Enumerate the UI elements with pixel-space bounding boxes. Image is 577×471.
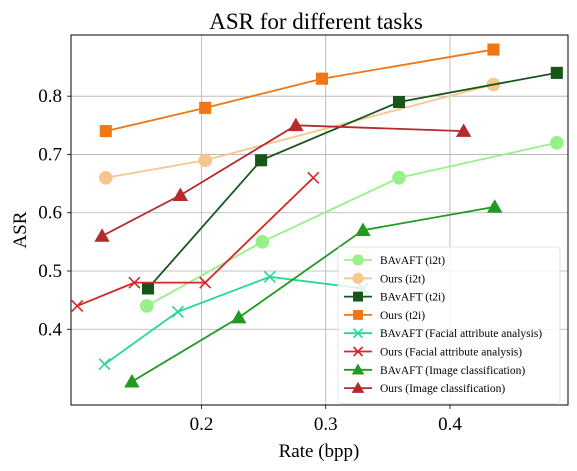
series-line — [105, 48, 494, 133]
legend-label: BAvAFT (Image classification) — [380, 365, 525, 377]
legend-label: Ours (t2i) — [380, 310, 425, 322]
data-point — [486, 199, 503, 213]
series — [94, 117, 472, 242]
series-line — [147, 71, 557, 290]
data-point — [98, 358, 111, 371]
data-point — [199, 276, 212, 289]
data-point — [550, 66, 563, 79]
legend-marker — [351, 363, 365, 375]
legend-item: Ours (i2t) — [344, 272, 425, 285]
legend-marker — [352, 254, 364, 266]
series — [124, 199, 503, 388]
legend-label: Ours (i2t) — [380, 273, 425, 285]
legend-marker — [352, 328, 364, 339]
y-tick-label: 0.6 — [38, 203, 62, 224]
data-point — [455, 123, 472, 137]
legend-marker — [353, 309, 363, 320]
legend-item: Ours (Facial attribute analysis) — [344, 346, 522, 359]
data-point — [139, 299, 154, 313]
legend-marker — [352, 346, 364, 357]
y-axis-label: ASR — [10, 211, 31, 248]
data-point — [71, 299, 84, 313]
data-point — [307, 171, 320, 184]
data-point — [94, 228, 110, 242]
data-point — [128, 276, 141, 289]
ticks: 0.2 0.3 0.4 0.4 0.5 0.6 0.7 0.8 — [38, 86, 462, 435]
series — [99, 43, 500, 138]
legend-label: BAvAFT (t2i) — [380, 292, 445, 304]
data-point — [487, 43, 500, 56]
data-point — [255, 154, 268, 167]
data-point — [355, 222, 371, 236]
data-point — [263, 270, 276, 283]
data-point — [124, 373, 140, 388]
data-point — [99, 125, 112, 138]
legend-box — [337, 246, 561, 404]
y-tick-label: 0.8 — [38, 86, 62, 107]
legend-item: BAvAFT (Image classification) — [344, 363, 525, 377]
data-point — [171, 305, 184, 318]
data-point — [288, 117, 304, 132]
y-tick-label: 0.4 — [38, 319, 62, 340]
data-point — [198, 153, 213, 168]
legend-item: Ours (Image classification) — [344, 381, 505, 395]
legend-item: Ours (t2i) — [344, 310, 425, 322]
series-line — [105, 83, 494, 179]
data-point — [98, 170, 113, 185]
series-line — [131, 206, 495, 383]
legend-item: BAvAFT (i2t) — [344, 254, 445, 267]
x-tick-label: 0.4 — [438, 414, 462, 435]
data-point — [199, 101, 212, 114]
data-point — [255, 235, 270, 249]
series-line — [146, 141, 558, 307]
legend-item: BAvAFT (t2i) — [344, 292, 445, 304]
x-tick-label: 0.3 — [314, 414, 338, 435]
legend-marker — [351, 381, 365, 393]
series-layer — [71, 43, 564, 388]
data-point — [172, 187, 189, 202]
legend-item: BAvAFT (Facial attribute analysis) — [344, 328, 542, 340]
legend-marker — [352, 272, 364, 284]
series — [139, 135, 564, 313]
series-line — [76, 177, 314, 307]
legend-marker — [353, 291, 363, 302]
y-tick-label: 0.5 — [38, 261, 62, 282]
legend: BAvAFT (i2t) Ours (i2t) BAvAFT (t2i) Ours (… — [337, 246, 561, 404]
x-tick-label: 0.2 — [190, 414, 214, 435]
series — [141, 66, 563, 295]
legend-label: Ours (Facial attribute analysis) — [380, 347, 522, 359]
series-line — [101, 124, 464, 237]
data-point — [392, 170, 406, 185]
legend-label: Ours (Image classification) — [380, 383, 505, 395]
data-point — [141, 282, 155, 295]
y-tick-label: 0.7 — [38, 144, 62, 165]
legend-label: BAvAFT (i2t) — [380, 255, 445, 267]
plot-frame — [70, 34, 569, 406]
series-line — [104, 275, 364, 365]
data-point — [392, 95, 406, 109]
data-point — [549, 135, 564, 150]
legend-label: BAvAFT (Facial attribute analysis) — [380, 328, 542, 340]
chart-title: ASR for different tasks — [209, 9, 423, 34]
data-point — [231, 309, 247, 324]
data-point — [315, 72, 329, 85]
x-axis-label: Rate (bpp) — [279, 441, 360, 462]
series — [71, 171, 320, 313]
